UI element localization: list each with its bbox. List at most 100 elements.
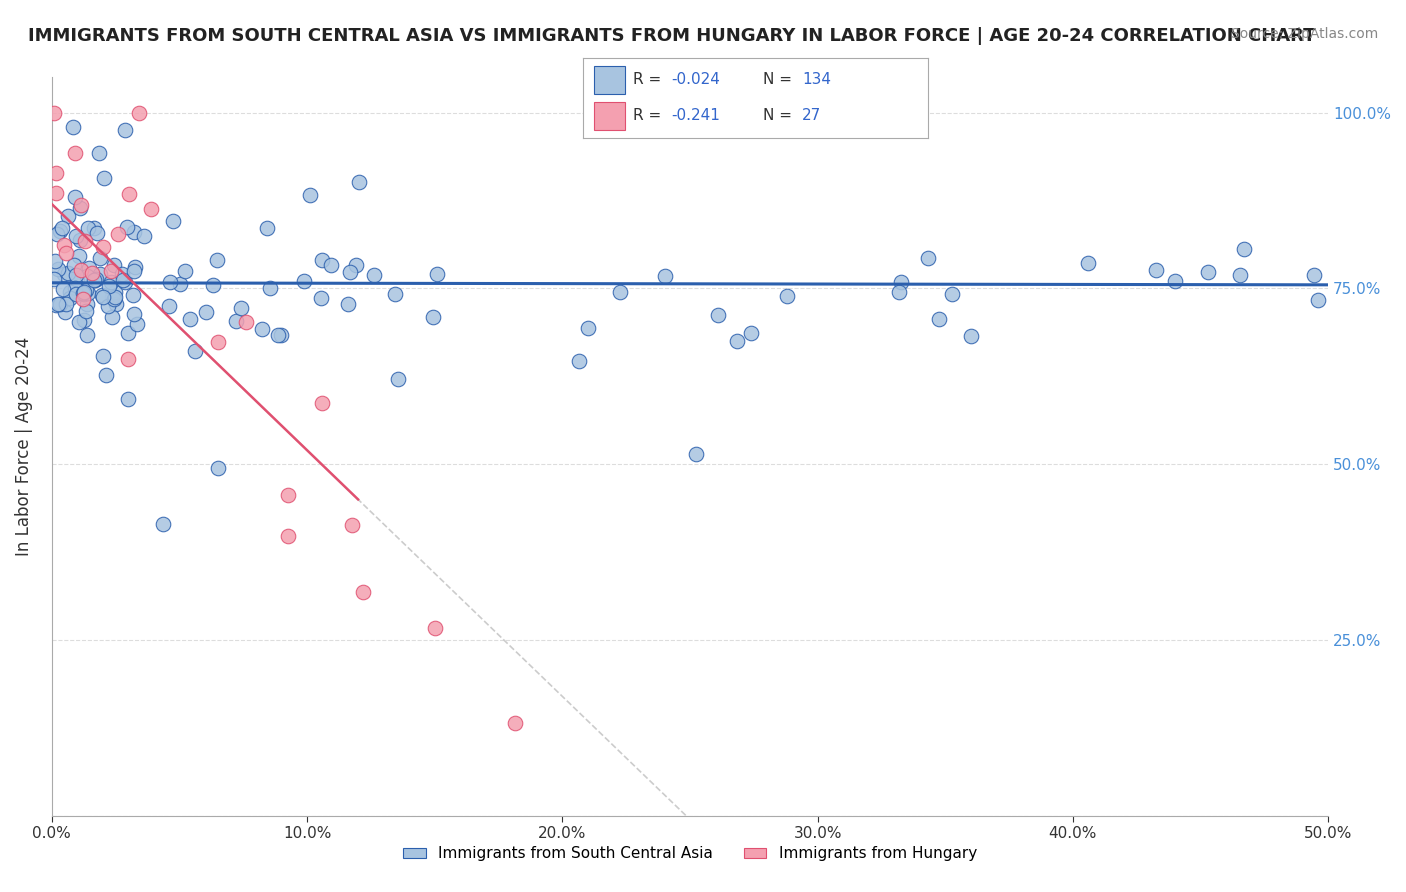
Point [83,221,105,235]
Point [941,286,963,301]
Point [59,285,82,299]
Legend: Immigrants from South Central Asia, Immigrants from Hungary: Immigrants from South Central Asia, Immi… [396,840,983,867]
Point [1232,242,1254,256]
Text: -0.241: -0.241 [671,108,720,123]
Point [235,315,257,329]
Text: N =: N = [762,108,796,123]
Point [84,273,107,287]
Point [928,312,950,326]
Point [93,170,115,185]
Point [100,263,122,277]
Point [384,286,406,301]
Point [503,715,526,730]
Text: R =: R = [634,72,666,87]
Point [45,298,67,312]
Point [46,227,69,241]
Point [122,264,145,278]
Point [1229,268,1251,282]
Text: Source: ZipAtlas.com: Source: ZipAtlas.com [1230,27,1378,41]
Point [277,488,299,502]
Point [270,327,292,342]
Point [299,187,322,202]
Point [45,166,67,180]
Point [157,299,180,313]
Point [654,269,676,284]
Point [132,228,155,243]
Point [225,314,247,328]
Point [104,290,127,304]
Point [52,282,75,296]
Point [51,221,73,235]
Point [55,246,77,260]
Point [740,326,762,341]
Point [101,310,124,324]
Text: IMMIGRANTS FROM SOUTH CENTRAL ASIA VS IMMIGRANTS FROM HUNGARY IN LABOR FORCE | A: IMMIGRANTS FROM SOUTH CENTRAL ASIA VS IM… [28,27,1316,45]
Point [69,233,91,247]
Text: N =: N = [762,72,796,87]
Point [46,261,69,276]
Y-axis label: In Labor Force | Age 20-24: In Labor Force | Age 20-24 [15,337,32,557]
Point [115,220,138,235]
Point [1197,265,1219,279]
Point [1302,268,1324,282]
Point [94,368,117,382]
Point [173,264,195,278]
Point [72,287,94,301]
Point [72,293,94,307]
Point [69,197,91,211]
Point [75,304,97,318]
Text: -0.024: -0.024 [671,72,720,87]
Point [568,353,591,368]
Point [342,517,364,532]
Point [363,268,385,282]
Point [87,145,110,160]
Point [112,273,135,287]
Point [960,329,983,343]
Point [117,187,139,202]
Point [53,304,76,318]
Point [86,226,108,240]
Point [67,315,90,329]
Point [63,258,86,272]
Point [117,392,139,406]
Point [422,310,444,324]
Bar [593,103,624,130]
Point [66,273,89,287]
Point [69,201,91,215]
Point [124,260,146,275]
Point [890,276,912,290]
Point [84,272,107,286]
Point [207,460,229,475]
Point [776,289,799,303]
Point [62,120,84,135]
Point [104,297,127,311]
Point [195,304,218,318]
Bar [593,66,624,95]
Point [917,252,939,266]
Point [70,262,93,277]
Point [46,297,69,311]
Point [337,297,360,311]
Point [609,285,631,299]
Point [75,234,97,248]
Point [80,266,103,280]
Point [76,327,98,342]
Point [122,287,145,301]
Point [104,285,127,300]
Point [65,287,87,301]
Point [103,292,125,306]
Point [77,220,100,235]
Point [159,275,181,289]
Point [309,291,332,305]
Point [889,285,911,299]
Point [97,300,120,314]
Point [127,317,149,331]
Point [48,296,70,310]
Point [1077,256,1099,270]
Text: R =: R = [634,108,666,123]
Point [706,309,728,323]
Point [111,267,134,281]
Point [229,301,252,316]
Text: 134: 134 [803,72,831,87]
Point [89,251,111,265]
